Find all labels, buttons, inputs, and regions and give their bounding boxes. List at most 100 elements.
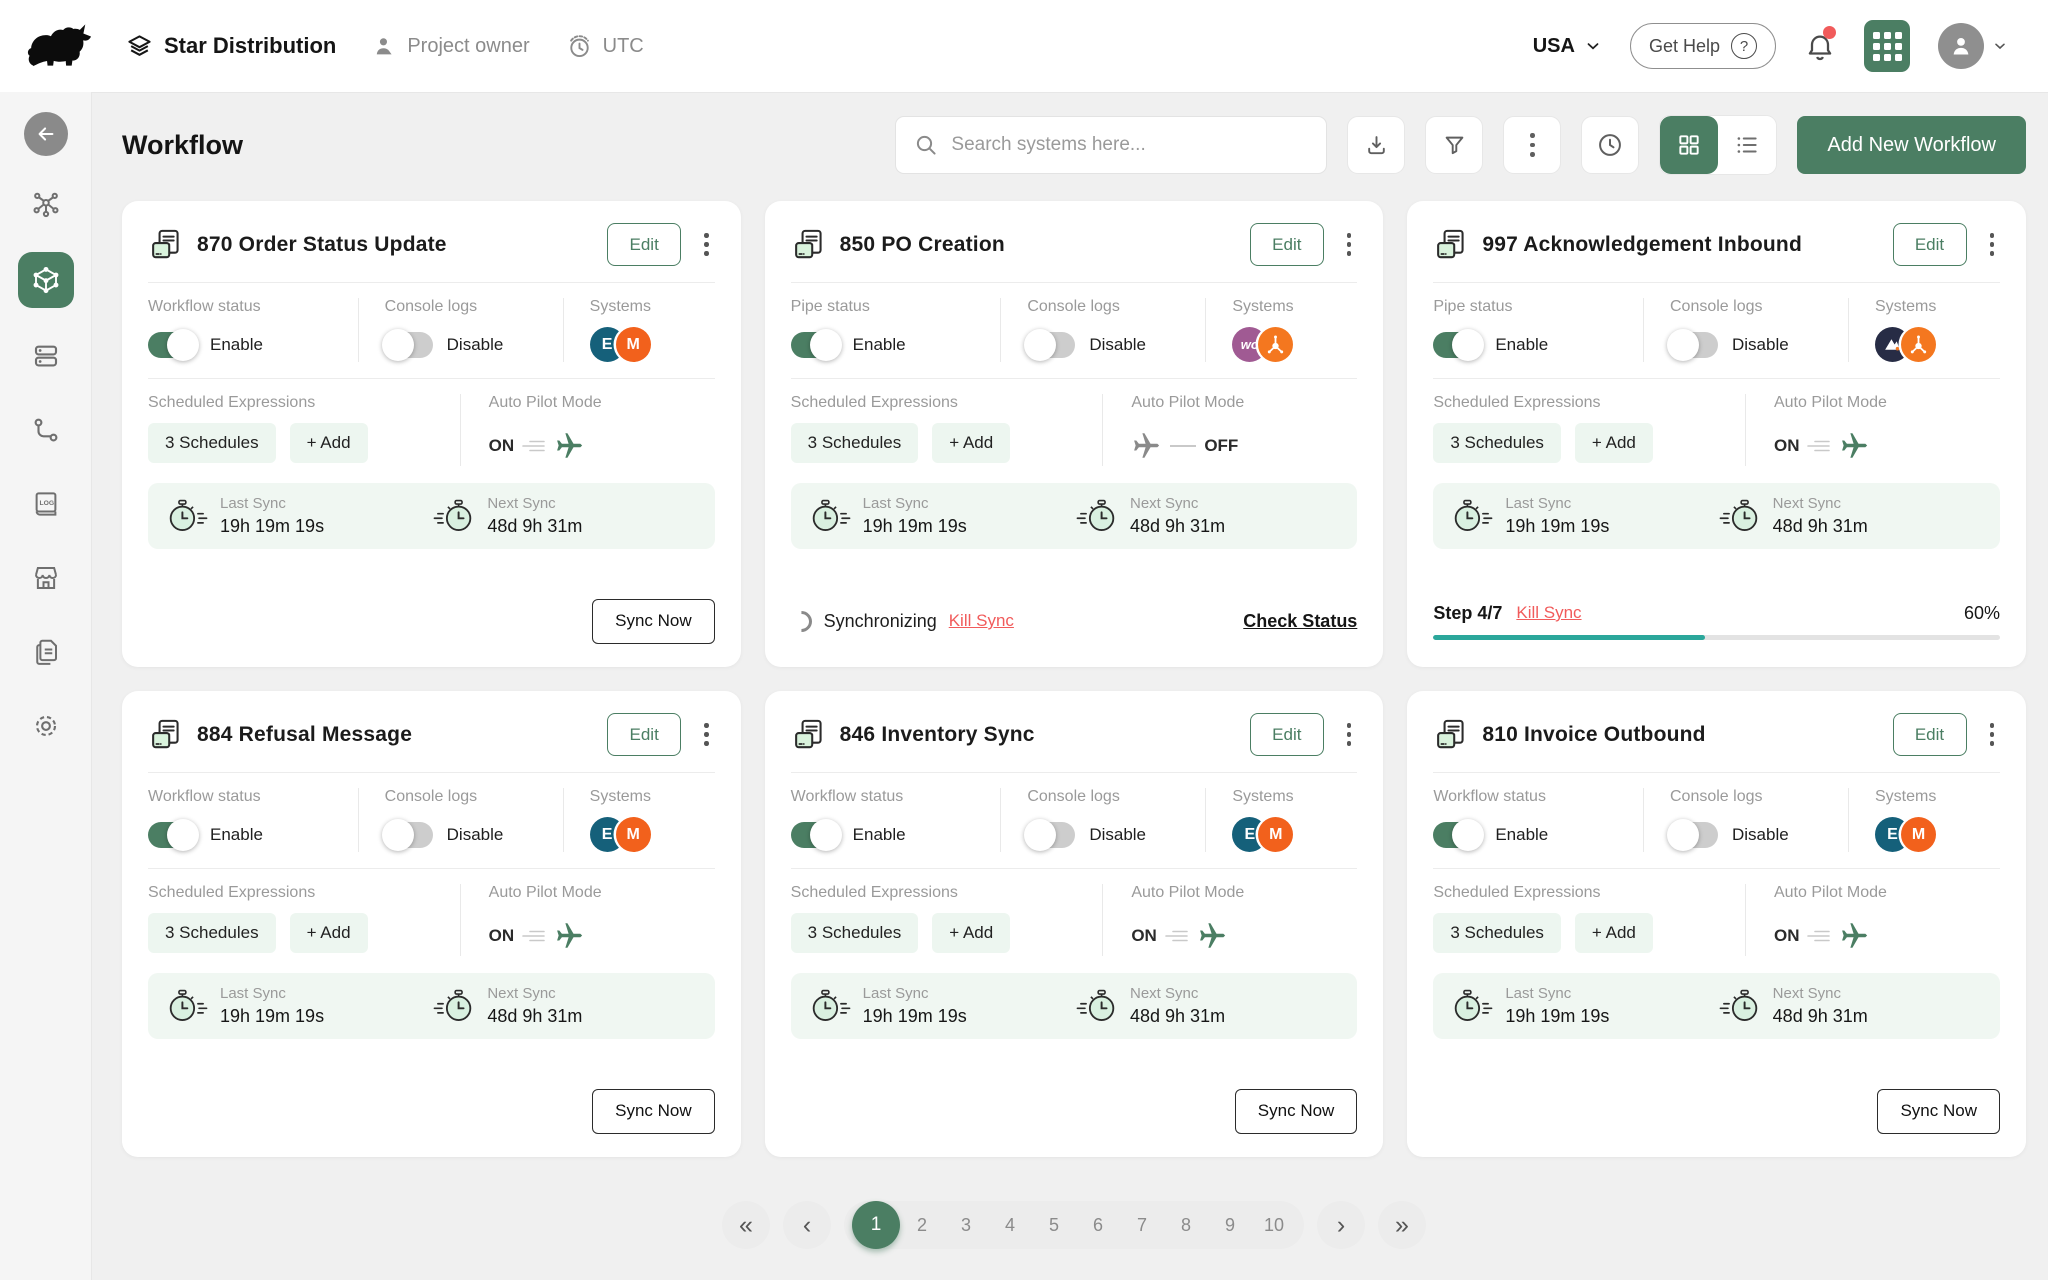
schedules-chip[interactable]: 3 Schedules xyxy=(1433,423,1561,463)
console-logs-toggle[interactable] xyxy=(1024,329,1076,361)
sidebar-item-servers[interactable] xyxy=(20,330,72,382)
add-new-workflow-button[interactable]: Add New Workflow xyxy=(1797,116,2026,174)
autopilot-indicator[interactable]: OFF xyxy=(1131,425,1357,466)
console-logs-toggle[interactable] xyxy=(381,819,433,851)
edit-button[interactable]: Edit xyxy=(1249,223,1324,266)
kill-sync-link[interactable]: Kill Sync xyxy=(948,611,1014,630)
status-label: Workflow status xyxy=(790,788,904,805)
more-options-button[interactable] xyxy=(1503,116,1562,174)
add-schedule-chip[interactable]: + Add xyxy=(289,423,368,463)
export-button[interactable] xyxy=(1347,116,1406,174)
schedules-chip[interactable]: 3 Schedules xyxy=(790,423,919,463)
progress-bar xyxy=(1433,634,2000,640)
sync-now-button[interactable]: Sync Now xyxy=(1877,1088,2000,1134)
autopilot-indicator[interactable]: ON xyxy=(1774,915,2000,956)
console-logs-value: Disable xyxy=(446,335,504,354)
check-status-link[interactable]: Check Status xyxy=(1243,610,1358,631)
autopilot-indicator[interactable]: ON xyxy=(1774,425,2000,466)
console-logs-toggle[interactable] xyxy=(381,329,433,361)
card-kebab-menu-icon[interactable] xyxy=(698,227,715,262)
filter-button[interactable] xyxy=(1425,116,1484,174)
status-toggle[interactable] xyxy=(790,819,842,851)
page-button[interactable]: 10 xyxy=(1263,1214,1285,1235)
status-toggle[interactable] xyxy=(148,329,199,361)
page-button[interactable]: 5 xyxy=(1048,1214,1059,1235)
gear-icon xyxy=(35,715,56,737)
page-button[interactable]: 4 xyxy=(1004,1214,1015,1235)
edit-button[interactable]: Edit xyxy=(607,223,682,266)
card-kebab-menu-icon[interactable] xyxy=(1341,227,1358,262)
add-schedule-chip[interactable]: + Add xyxy=(1574,423,1653,463)
workflow-title: 810 Invoice Outbound xyxy=(1482,722,1706,746)
first-page-button[interactable]: « xyxy=(722,1201,770,1249)
status-toggle[interactable] xyxy=(790,329,842,361)
card-kebab-menu-icon[interactable] xyxy=(1984,717,2001,752)
sidebar-item-workflows[interactable] xyxy=(17,252,74,308)
schedules-chip[interactable]: 3 Schedules xyxy=(1433,913,1561,953)
autopilot-indicator[interactable]: ON xyxy=(489,915,715,956)
page-button[interactable]: 3 xyxy=(960,1214,971,1235)
get-help-button[interactable]: Get Help ? xyxy=(1629,23,1776,69)
airplane-icon xyxy=(554,430,585,461)
page-button[interactable]: 7 xyxy=(1136,1214,1147,1235)
sidebar-item-marketplace[interactable] xyxy=(20,552,72,604)
search-input[interactable] xyxy=(951,134,1309,156)
page-button[interactable]: 8 xyxy=(1180,1214,1191,1235)
add-schedule-chip[interactable]: + Add xyxy=(1574,913,1653,953)
sidebar-item-settings[interactable] xyxy=(20,700,72,752)
country-selector[interactable]: USA xyxy=(1533,35,1602,58)
role-chip[interactable]: Project owner xyxy=(372,34,530,59)
sidebar-item-connections[interactable] xyxy=(20,178,72,230)
page-button-active[interactable]: 1 xyxy=(852,1201,900,1249)
account-menu[interactable] xyxy=(1938,23,2008,69)
edit-button[interactable]: Edit xyxy=(607,713,682,756)
airplane-icon xyxy=(1197,920,1228,951)
console-logs-toggle[interactable] xyxy=(1666,819,1718,851)
timezone-chip[interactable]: UTC xyxy=(566,33,644,60)
card-kebab-menu-icon[interactable] xyxy=(1341,717,1358,752)
collapse-back-button[interactable] xyxy=(23,112,68,156)
status-value: Enable xyxy=(852,825,906,844)
previous-page-button[interactable]: ‹ xyxy=(783,1201,831,1249)
console-logs-toggle[interactable] xyxy=(1666,329,1718,361)
add-schedule-chip[interactable]: + Add xyxy=(289,913,368,953)
edit-button[interactable]: Edit xyxy=(1892,223,1967,266)
page-button[interactable]: 9 xyxy=(1224,1214,1235,1235)
console-logs-label: Console logs xyxy=(1669,298,1763,315)
sync-now-button[interactable]: Sync Now xyxy=(592,1088,715,1134)
page-button[interactable]: 6 xyxy=(1092,1214,1103,1235)
sidebar-item-documents[interactable] xyxy=(20,626,72,678)
kill-sync-link[interactable]: Kill Sync xyxy=(1516,603,1582,622)
last-page-button[interactable]: » xyxy=(1378,1201,1426,1249)
sidebar-item-pipelines[interactable] xyxy=(20,404,72,456)
sync-times-strip: Last Sync 19h 19m 19s Next Syn xyxy=(790,973,1358,1039)
autopilot-indicator[interactable]: ON xyxy=(489,425,715,466)
page-button[interactable]: 2 xyxy=(916,1214,927,1235)
autopilot-indicator[interactable]: ON xyxy=(1131,915,1357,956)
card-kebab-menu-icon[interactable] xyxy=(1984,227,2001,262)
card-kebab-menu-icon[interactable] xyxy=(698,717,715,752)
edit-button[interactable]: Edit xyxy=(1892,713,1967,756)
schedules-chip[interactable]: 3 Schedules xyxy=(790,913,919,953)
schedules-chip[interactable]: 3 Schedules xyxy=(148,423,276,463)
sync-now-button[interactable]: Sync Now xyxy=(1234,1088,1358,1134)
history-button[interactable] xyxy=(1581,116,1640,174)
last-sync-stopwatch-icon xyxy=(1449,986,1495,1026)
schedules-chip[interactable]: 3 Schedules xyxy=(148,913,276,953)
edit-button[interactable]: Edit xyxy=(1249,713,1324,756)
status-toggle[interactable] xyxy=(1433,819,1485,851)
add-schedule-chip[interactable]: + Add xyxy=(932,423,1011,463)
brand[interactable]: Star Distribution xyxy=(126,33,336,60)
apps-grid-icon[interactable] xyxy=(1864,20,1910,72)
grid-view-button[interactable] xyxy=(1660,116,1719,174)
sidebar-item-logs[interactable]: LOG xyxy=(20,478,72,530)
add-schedule-chip[interactable]: + Add xyxy=(932,913,1011,953)
status-toggle[interactable] xyxy=(148,819,199,851)
list-view-button[interactable] xyxy=(1718,116,1777,174)
notifications-bell[interactable] xyxy=(1804,26,1836,63)
status-toggle[interactable] xyxy=(1433,329,1485,361)
console-logs-toggle[interactable] xyxy=(1024,819,1076,851)
sync-now-button[interactable]: Sync Now xyxy=(592,598,715,644)
divider xyxy=(1744,394,1746,466)
next-page-button[interactable]: › xyxy=(1317,1201,1365,1249)
